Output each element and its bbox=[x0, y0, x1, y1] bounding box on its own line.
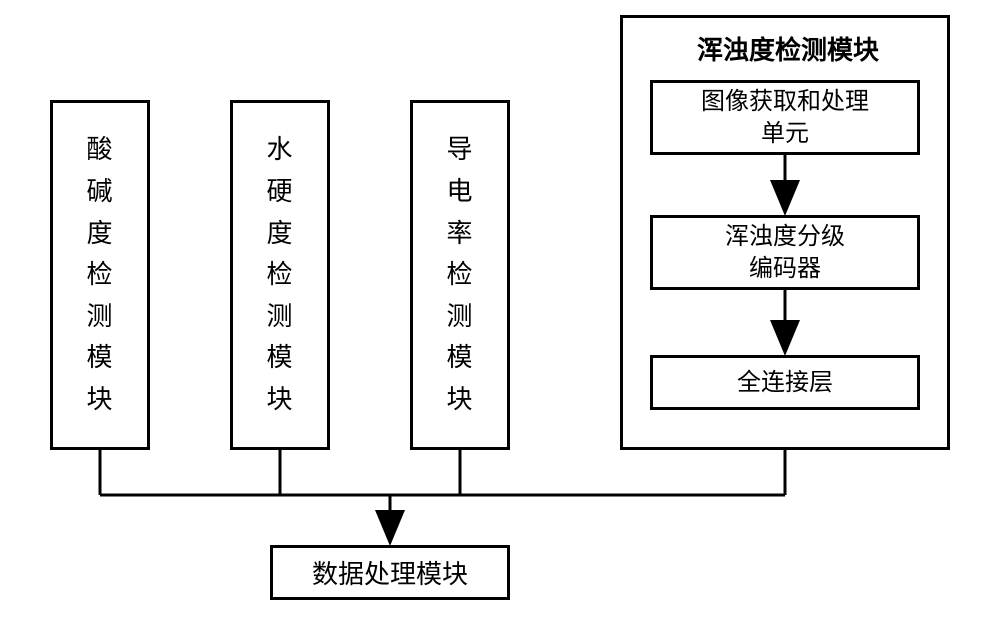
data-processing-box: 数据处理模块 bbox=[270, 545, 510, 600]
acidity-label: 酸碱度检测模块 bbox=[86, 129, 113, 420]
image-unit-label: 图像获取和处理单元 bbox=[701, 86, 869, 148]
encoder-label: 浑浊度分级编码器 bbox=[725, 221, 845, 283]
hardness-label: 水硬度检测模块 bbox=[266, 129, 293, 420]
turbidity-title: 浑浊度检测模块 bbox=[673, 30, 903, 67]
acidity-module: 酸碱度检测模块 bbox=[50, 100, 150, 450]
data-processing-label: 数据处理模块 bbox=[312, 554, 468, 591]
hardness-module: 水硬度检测模块 bbox=[230, 100, 330, 450]
image-unit-box: 图像获取和处理单元 bbox=[650, 80, 920, 155]
conductivity-module: 导电率检测模块 bbox=[410, 100, 510, 450]
conductivity-label: 导电率检测模块 bbox=[446, 129, 473, 420]
fc-layer-label: 全连接层 bbox=[737, 367, 833, 398]
diagram-canvas: 酸碱度检测模块 水硬度检测模块 导电率检测模块 浑浊度检测模块 图像获取和处理单… bbox=[0, 0, 1000, 642]
encoder-box: 浑浊度分级编码器 bbox=[650, 215, 920, 290]
fc-layer-box: 全连接层 bbox=[650, 355, 920, 410]
